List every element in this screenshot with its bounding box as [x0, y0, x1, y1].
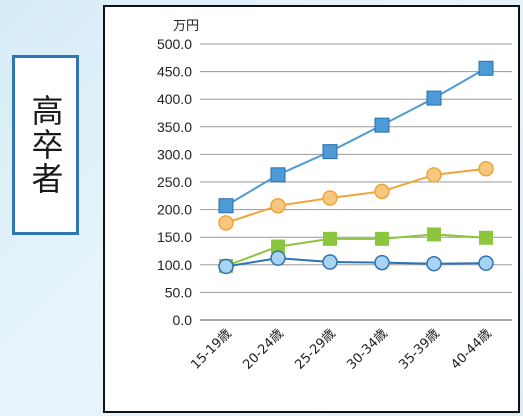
- data-point: [426, 167, 442, 183]
- y-tick-label: 50.0: [165, 284, 192, 300]
- data-point: [323, 231, 337, 246]
- data-point: [375, 231, 389, 246]
- side-label: 高卒者: [26, 94, 65, 196]
- y-tick-label: 450.0: [157, 64, 192, 80]
- data-point: [478, 60, 494, 76]
- series-line: [225, 67, 487, 207]
- x-tick-label: 20-24歳: [240, 326, 287, 373]
- y-tick-label: 100.0: [157, 257, 192, 273]
- y-tick-label: 150.0: [157, 229, 192, 245]
- data-point: [270, 250, 286, 266]
- x-tick-label: 35-39歳: [396, 326, 443, 373]
- series-line: [225, 167, 487, 224]
- data-point: [322, 190, 338, 206]
- data-point: [218, 198, 234, 214]
- data-point: [374, 183, 390, 200]
- gridlines: [200, 43, 512, 321]
- x-tick-label: 40-44歳: [448, 326, 495, 373]
- data-point: [271, 239, 285, 254]
- x-axis-ticks: 15-19歳 20-24歳 25-29歳 30-34歳 35-39歳 40-44歳: [188, 326, 495, 373]
- x-tick-label: 15-19歳: [188, 326, 235, 373]
- data-point: [426, 255, 442, 272]
- data-point: [478, 255, 494, 271]
- y-tick-label: 200.0: [157, 202, 192, 218]
- data-point: [374, 117, 390, 133]
- series-group: [218, 60, 494, 275]
- data-point: [270, 167, 286, 183]
- data-point: [427, 227, 441, 242]
- chart-panel: 万円 0.0 50.0 100.0 150.0 200.0 250.0 300.0 350.0…: [103, 5, 520, 413]
- y-tick-label: 300.0: [157, 146, 192, 162]
- y-axis-ticks: 0.0 50.0 100.0 150.0 200.0 250.0 300.0 350.0 400…: [157, 36, 192, 328]
- data-point: [218, 215, 234, 231]
- x-tick-label: 30-34歳: [344, 326, 391, 373]
- y-tick-label: 350.0: [157, 119, 192, 135]
- y-tick-label: 500.0: [157, 36, 192, 52]
- side-label-box: 高卒者: [12, 55, 79, 235]
- line-chart: 万円 0.0 50.0 100.0 150.0 200.0 250.0 300.0 350.0…: [157, 19, 512, 373]
- data-point: [478, 161, 494, 177]
- data-point: [322, 254, 338, 270]
- data-point: [218, 258, 234, 275]
- unit-label: 万円: [173, 19, 199, 34]
- data-point: [322, 144, 338, 160]
- y-tick-label: 0.0: [173, 312, 193, 328]
- data-point: [374, 254, 390, 271]
- series-line: [225, 257, 487, 268]
- data-point: [270, 197, 286, 214]
- series-line: [225, 233, 487, 267]
- data-point: [479, 230, 493, 245]
- y-tick-label: 250.0: [157, 174, 192, 190]
- data-point: [426, 90, 442, 106]
- x-tick-label: 25-29歳: [292, 326, 339, 373]
- y-tick-label: 400.0: [157, 91, 192, 107]
